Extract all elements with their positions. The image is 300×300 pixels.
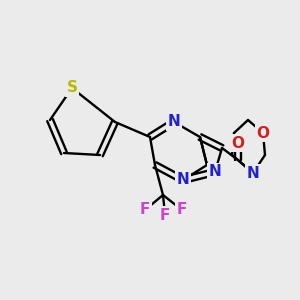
Text: N: N xyxy=(177,172,189,188)
Text: N: N xyxy=(168,115,180,130)
Text: O: O xyxy=(232,136,244,151)
Text: N: N xyxy=(208,164,221,179)
Text: O: O xyxy=(256,125,269,140)
Text: F: F xyxy=(140,202,150,217)
Text: N: N xyxy=(247,166,260,181)
Text: S: S xyxy=(67,80,77,95)
Text: F: F xyxy=(177,202,187,217)
Text: F: F xyxy=(160,208,170,223)
